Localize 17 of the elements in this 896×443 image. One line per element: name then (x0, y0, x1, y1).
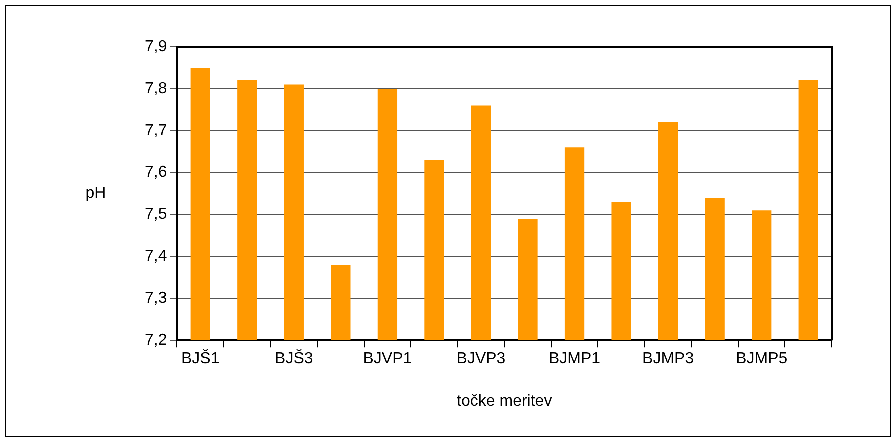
x-tick-label: BJMP3 (642, 350, 694, 368)
x-tick-label: BJMP5 (736, 350, 788, 368)
x-tick-label: BJMP1 (548, 350, 601, 368)
y-tick-label: 7,9 (144, 38, 168, 56)
y-tick-label: 7,5 (144, 206, 168, 224)
y-tick-label: 7,7 (144, 122, 168, 140)
x-tick-label: BJVP1 (363, 350, 412, 368)
y-tick-label: 7,3 (144, 290, 168, 308)
x-tick-label: BJŠ3 (275, 350, 314, 368)
x-axis-title: točke meritev (457, 392, 552, 410)
y-tick-label: 7,4 (144, 248, 168, 266)
y-tick-label: 7,2 (144, 332, 168, 350)
y-tick-label: 7,6 (144, 164, 168, 182)
y-axis-title: pH (86, 185, 106, 202)
x-tick-label: BJVP3 (456, 350, 506, 368)
y-tick-label: 7,8 (144, 80, 168, 98)
x-tick-label: BJŠ1 (182, 350, 220, 368)
